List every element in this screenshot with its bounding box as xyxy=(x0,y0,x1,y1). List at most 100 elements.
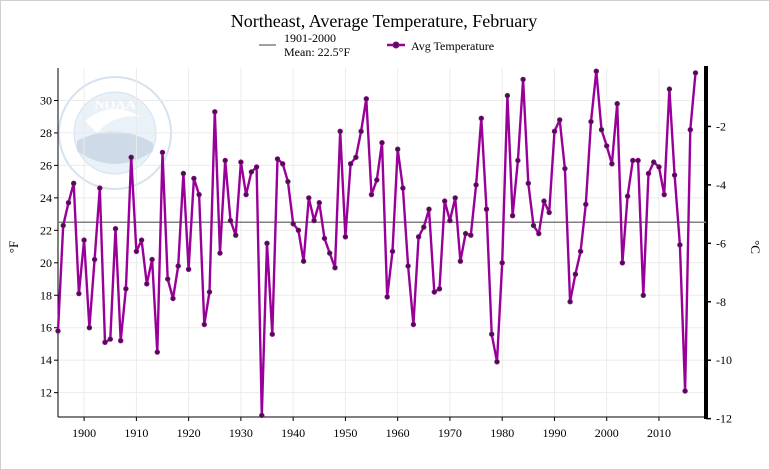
data-point xyxy=(577,248,584,255)
data-point xyxy=(509,212,516,219)
x-tick-label: 1980 xyxy=(490,426,514,440)
data-point xyxy=(327,250,333,256)
data-point xyxy=(656,164,662,170)
legend: 1901-2000 Mean: 22.5°F Avg Temperature xyxy=(259,31,494,59)
data-point xyxy=(389,248,396,255)
y-tick-label: 24 xyxy=(40,191,52,205)
data-point xyxy=(206,289,213,295)
x-tick-label: 1990 xyxy=(542,426,566,440)
data-point xyxy=(243,191,249,198)
data-point xyxy=(483,206,490,212)
data-point xyxy=(447,217,453,224)
data-point xyxy=(175,263,181,269)
data-point xyxy=(499,260,505,266)
data-point xyxy=(81,237,87,243)
data-point xyxy=(614,100,620,107)
data-point xyxy=(536,230,542,237)
x-tick-label: 2010 xyxy=(647,426,671,440)
data-point xyxy=(384,294,390,300)
data-point xyxy=(138,237,145,243)
data-point xyxy=(661,191,667,198)
legend-series-label: Avg Temperature xyxy=(411,39,494,53)
data-point xyxy=(567,299,573,305)
y-tick-label: 14 xyxy=(40,353,52,367)
data-point xyxy=(280,161,286,167)
data-point xyxy=(619,260,626,266)
data-point xyxy=(426,206,432,212)
y-right-tick-label: -6 xyxy=(716,236,726,250)
data-point xyxy=(55,328,61,334)
data-point xyxy=(630,157,636,164)
data-point xyxy=(489,331,495,337)
legend-mean-label-line2: Mean: 22.5°F xyxy=(284,45,350,59)
y-right-tick-label: -2 xyxy=(716,119,726,133)
y-tick-label: 20 xyxy=(40,256,52,270)
data-point xyxy=(557,117,563,123)
data-point xyxy=(97,185,103,191)
data-point xyxy=(410,321,417,328)
data-point xyxy=(572,271,579,277)
data-point xyxy=(112,225,119,232)
data-point xyxy=(306,195,312,201)
data-point xyxy=(400,185,406,191)
data-point xyxy=(332,265,338,271)
data-point xyxy=(285,178,291,185)
data-point xyxy=(154,349,160,355)
data-point xyxy=(468,232,474,238)
axes xyxy=(54,66,711,421)
y-tick-label: 26 xyxy=(40,158,52,172)
data-point xyxy=(70,180,77,186)
chart-title: Northeast, Average Temperature, February xyxy=(231,11,537,31)
data-point xyxy=(687,126,693,133)
x-tick-label: 1970 xyxy=(438,426,462,440)
series-points xyxy=(55,68,699,419)
x-tick-label: 1910 xyxy=(124,426,148,440)
y-tick-label: 28 xyxy=(40,126,52,140)
data-point xyxy=(321,235,328,242)
y-axis-label-right: °C xyxy=(748,240,763,254)
data-point xyxy=(300,258,307,264)
y-right-tick-label: -4 xyxy=(716,178,726,192)
data-point xyxy=(666,86,673,92)
data-point xyxy=(353,154,359,160)
data-point xyxy=(452,195,458,201)
data-point xyxy=(65,199,72,206)
data-point xyxy=(295,227,302,233)
data-point xyxy=(316,199,322,206)
data-point xyxy=(671,172,678,178)
data-point xyxy=(123,286,129,292)
data-point xyxy=(640,292,646,298)
data-point xyxy=(217,250,223,256)
data-point xyxy=(269,331,275,337)
data-point xyxy=(368,191,375,198)
data-point xyxy=(541,198,547,204)
data-point xyxy=(337,128,343,134)
data-point xyxy=(478,115,484,121)
data-point xyxy=(180,170,187,177)
data-point xyxy=(494,359,500,365)
data-point xyxy=(677,242,683,248)
data-point xyxy=(60,222,66,229)
data-point xyxy=(635,157,641,164)
legend-mean-label-line1: 1901-2000 xyxy=(284,31,336,45)
data-point xyxy=(117,338,124,344)
data-point xyxy=(692,70,699,76)
data-point xyxy=(421,224,427,230)
data-point xyxy=(604,143,610,149)
data-point xyxy=(232,232,239,238)
data-point xyxy=(520,76,526,83)
data-point xyxy=(374,177,380,183)
data-point xyxy=(259,412,265,419)
x-tick-label: 1900 xyxy=(72,426,96,440)
data-point xyxy=(76,290,82,297)
legend-series-marker xyxy=(392,41,400,49)
data-point xyxy=(609,161,615,167)
data-point xyxy=(227,217,234,224)
data-point xyxy=(128,154,134,160)
data-point xyxy=(201,321,207,328)
data-point xyxy=(504,92,511,99)
data-point xyxy=(342,234,349,240)
data-point xyxy=(102,339,108,345)
